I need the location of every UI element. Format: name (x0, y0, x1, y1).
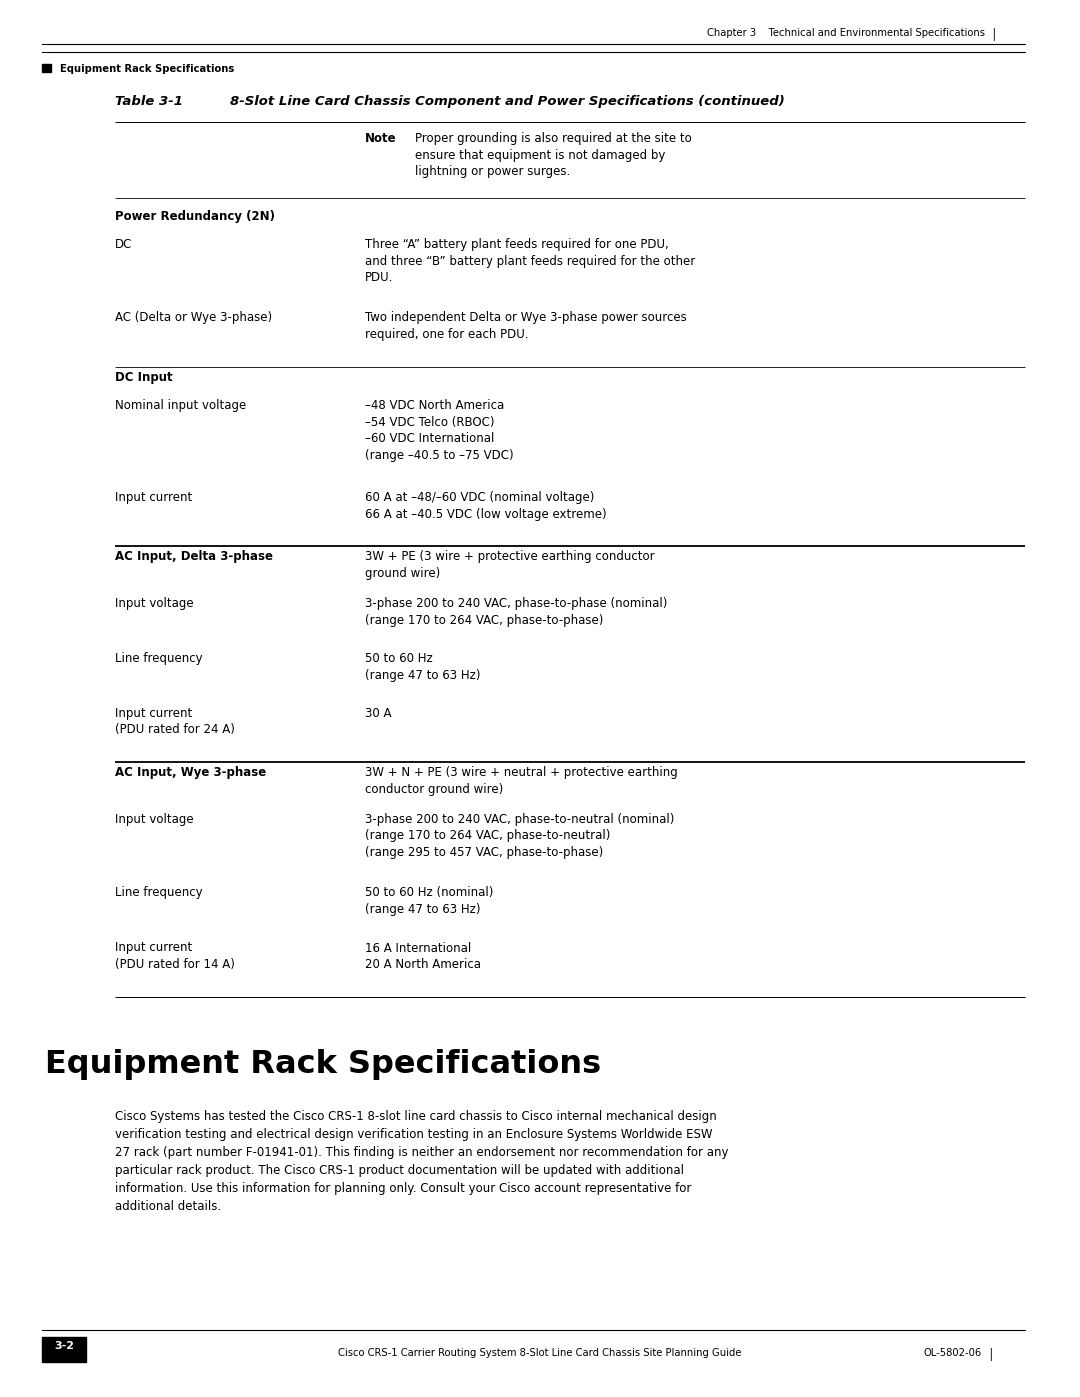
Text: 8-Slot Line Card Chassis Component and Power Specifications (continued): 8-Slot Line Card Chassis Component and P… (230, 95, 785, 108)
Text: 3W + N + PE (3 wire + neutral + protective earthing
conductor ground wire): 3W + N + PE (3 wire + neutral + protecti… (365, 766, 678, 795)
Text: 16 A International
20 A North America: 16 A International 20 A North America (365, 942, 481, 971)
Bar (42, 1337, 86, 1362)
Text: Equipment Rack Specifications: Equipment Rack Specifications (45, 1049, 602, 1080)
Text: Input voltage: Input voltage (114, 597, 193, 610)
Text: Line frequency: Line frequency (114, 887, 203, 900)
Text: 50 to 60 Hz
(range 47 to 63 Hz): 50 to 60 Hz (range 47 to 63 Hz) (365, 652, 481, 682)
Text: Power Redundancy (2N): Power Redundancy (2N) (114, 210, 275, 222)
Text: AC Input, Delta 3-phase: AC Input, Delta 3-phase (114, 550, 273, 563)
Text: Input current
(PDU rated for 24 A): Input current (PDU rated for 24 A) (114, 707, 234, 736)
Bar (42, 63, 51, 73)
Text: Chapter 3    Technical and Environmental Specifications: Chapter 3 Technical and Environmental Sp… (707, 28, 985, 38)
Text: Input current: Input current (114, 490, 192, 504)
Text: 3-2: 3-2 (54, 1341, 75, 1351)
Text: 30 A: 30 A (365, 707, 391, 719)
Text: Cisco CRS-1 Carrier Routing System 8-Slot Line Card Chassis Site Planning Guide: Cisco CRS-1 Carrier Routing System 8-Slo… (338, 1348, 742, 1358)
Text: Proper grounding is also required at the site to
ensure that equipment is not da: Proper grounding is also required at the… (415, 131, 692, 177)
Text: Three “A” battery plant feeds required for one PDU,
and three “B” battery plant : Three “A” battery plant feeds required f… (365, 237, 696, 284)
Text: –48 VDC North America
–54 VDC Telco (RBOC)
–60 VDC International
(range –40.5 to: –48 VDC North America –54 VDC Telco (RBO… (365, 400, 514, 461)
Text: │: │ (987, 1348, 994, 1361)
Text: Line frequency: Line frequency (114, 652, 203, 665)
Text: 3-phase 200 to 240 VAC, phase-to-neutral (nominal)
(range 170 to 264 VAC, phase-: 3-phase 200 to 240 VAC, phase-to-neutral… (365, 813, 674, 859)
Text: Two independent Delta or Wye 3-phase power sources
required, one for each PDU.: Two independent Delta or Wye 3-phase pow… (365, 312, 687, 341)
Text: Cisco Systems has tested the Cisco CRS-1 8-slot line card chassis to Cisco inter: Cisco Systems has tested the Cisco CRS-1… (114, 1111, 729, 1214)
Text: DC: DC (114, 237, 133, 251)
Text: AC (Delta or Wye 3-phase): AC (Delta or Wye 3-phase) (114, 312, 272, 324)
Text: Table 3-1: Table 3-1 (114, 95, 183, 108)
Text: Nominal input voltage: Nominal input voltage (114, 400, 246, 412)
Text: 3-phase 200 to 240 VAC, phase-to-phase (nominal)
(range 170 to 264 VAC, phase-to: 3-phase 200 to 240 VAC, phase-to-phase (… (365, 597, 667, 626)
Text: 3W + PE (3 wire + protective earthing conductor
ground wire): 3W + PE (3 wire + protective earthing co… (365, 550, 654, 580)
Text: │: │ (990, 28, 997, 41)
Text: DC Input: DC Input (114, 370, 173, 384)
Text: OL-5802-06: OL-5802-06 (923, 1348, 982, 1358)
Text: 50 to 60 Hz (nominal)
(range 47 to 63 Hz): 50 to 60 Hz (nominal) (range 47 to 63 Hz… (365, 887, 494, 916)
Text: Equipment Rack Specifications: Equipment Rack Specifications (60, 63, 234, 74)
Text: 60 A at –48/–60 VDC (nominal voltage)
66 A at –40.5 VDC (low voltage extreme): 60 A at –48/–60 VDC (nominal voltage) 66… (365, 490, 607, 521)
Text: Note: Note (365, 131, 396, 145)
Text: Input voltage: Input voltage (114, 813, 193, 826)
Text: AC Input, Wye 3-phase: AC Input, Wye 3-phase (114, 766, 267, 780)
Text: Input current
(PDU rated for 14 A): Input current (PDU rated for 14 A) (114, 942, 234, 971)
